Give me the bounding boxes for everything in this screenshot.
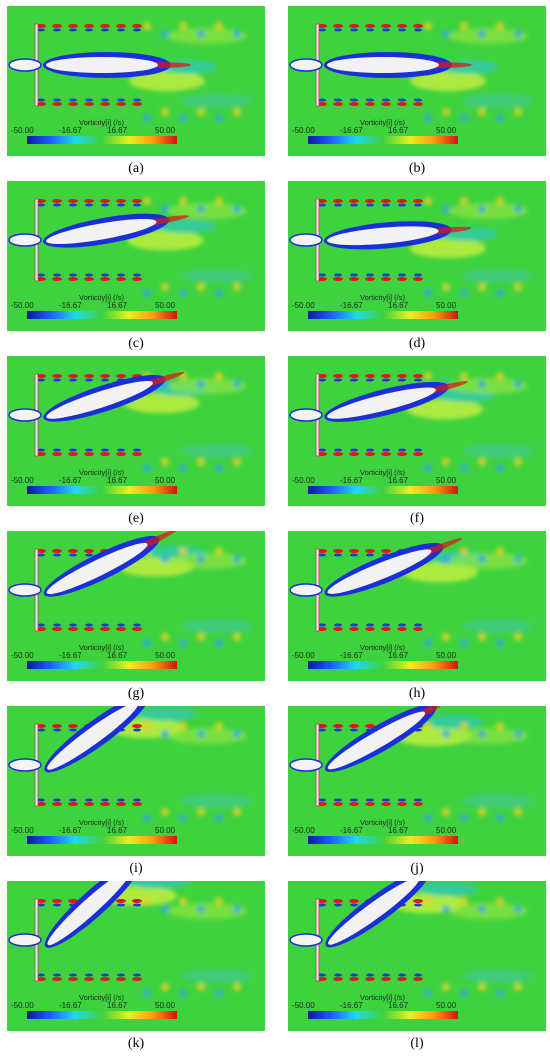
panel-caption-a: (a) [128, 161, 144, 176]
vorticity-panel-e: Vorticity[i] (/s) -50.00 -16.67 16.67 50.00 [7, 356, 265, 506]
vorticity-field-a [7, 6, 265, 156]
colorbar-tick-label: -16.67 [340, 651, 363, 660]
colorbar-title: Vorticity[i] (/s) [79, 118, 125, 127]
vorticity-field-d [288, 181, 546, 331]
colorbar-tick-label: 16.67 [388, 651, 409, 660]
vorticity-field-g [7, 531, 265, 681]
vorticity-panel-b: Vorticity[i] (/s) -50.00 -16.67 16.67 50.00 [288, 6, 546, 156]
colorbar-tick-label: 16.67 [107, 651, 128, 660]
vorticity-field-h [288, 531, 546, 681]
vorticity-panel-k: Vorticity[i] (/s) -50.00 -16.67 16.67 50.00 [7, 881, 265, 1031]
colorbar-tick-label: -16.67 [340, 301, 363, 310]
vorticity-panel-l: Vorticity[i] (/s) -50.00 -16.67 16.67 50.00 [288, 881, 546, 1031]
panel-caption-g: (g) [127, 686, 145, 701]
colorbar-tick-label: -16.67 [59, 476, 82, 485]
colorbar-tick-label: 50.00 [155, 1001, 176, 1010]
colorbar-title: Vorticity[i] (/s) [360, 293, 406, 302]
colorbar-tick-label: -16.67 [340, 1001, 363, 1010]
panel-caption-k: (k) [127, 1036, 145, 1051]
colorbar-tick-label: -16.67 [340, 126, 363, 135]
vorticity-field-b [288, 6, 546, 156]
colorbar-tick-label: 16.67 [107, 826, 128, 835]
colorbar-tick-label: 16.67 [107, 1001, 128, 1010]
vorticity-panel-f: Vorticity[i] (/s) -50.00 -16.67 16.67 50.00 [288, 356, 546, 506]
colorbar-tick-label: -50.00 [292, 826, 315, 835]
colorbar-title: Vorticity[i] (/s) [360, 118, 406, 127]
colorbar-tick-label: 50.00 [436, 651, 457, 660]
colorbar-tick-label: -50.00 [11, 826, 34, 835]
vorticity-panel-g: Vorticity[i] (/s) -50.00 -16.67 16.67 50.00 [7, 531, 265, 681]
panel-caption-i: (i) [129, 861, 143, 876]
colorbar-tick-label: -50.00 [11, 1001, 34, 1010]
colorbar-title: Vorticity[i] (/s) [79, 818, 125, 827]
colorbar-tick-label: 50.00 [155, 476, 176, 485]
colorbar-title: Vorticity[i] (/s) [360, 643, 406, 652]
colorbar-tick-label: -50.00 [11, 476, 34, 485]
colorbar-tick-label: 16.67 [388, 826, 409, 835]
colorbar-title: Vorticity[i] (/s) [79, 468, 125, 477]
colorbar-tick-label: 50.00 [436, 1001, 457, 1010]
colorbar-tick-label: 16.67 [388, 476, 409, 485]
colorbar-tick-label: -16.67 [59, 651, 82, 660]
panel-caption-h: (h) [408, 686, 426, 701]
panel-caption-c: (c) [128, 336, 144, 351]
colorbar-title: Vorticity[i] (/s) [360, 468, 406, 477]
colorbar-tick-label: 50.00 [155, 126, 176, 135]
colorbar-tick-label: 16.67 [388, 301, 409, 310]
colorbar-tick-label: 16.67 [107, 476, 128, 485]
vorticity-panel-c: Vorticity[i] (/s) -50.00 -16.67 16.67 50.00 [7, 181, 265, 331]
colorbar-title: Vorticity[i] (/s) [79, 993, 125, 1002]
panel-caption-f: (f) [410, 511, 424, 526]
panel-caption-b: (b) [408, 161, 426, 176]
colorbar-tick-label: -16.67 [340, 826, 363, 835]
panel-caption-e: (e) [128, 511, 144, 526]
vorticity-panel-i: Vorticity[i] (/s) -50.00 -16.67 16.67 50.00 [7, 706, 265, 856]
colorbar-tick-label: 50.00 [155, 651, 176, 660]
colorbar-tick-label: 50.00 [436, 126, 457, 135]
vorticity-panel-a: Vorticity[i] (/s) -50.00 -16.67 16.67 50.00 [7, 6, 265, 156]
colorbar-tick-label: -16.67 [340, 476, 363, 485]
colorbar-tick-label: -50.00 [11, 126, 34, 135]
colorbar-title: Vorticity[i] (/s) [360, 993, 406, 1002]
colorbar-tick-label: -50.00 [292, 126, 315, 135]
colorbar-title: Vorticity[i] (/s) [79, 293, 125, 302]
colorbar-tick-label: -16.67 [59, 126, 82, 135]
vorticity-field-i [7, 706, 265, 856]
vorticity-field-f [288, 356, 546, 506]
vorticity-panel-h: Vorticity[i] (/s) -50.00 -16.67 16.67 50.00 [288, 531, 546, 681]
colorbar-tick-label: 50.00 [155, 301, 176, 310]
colorbar-title: Vorticity[i] (/s) [79, 643, 125, 652]
panel-caption-l: (l) [410, 1036, 424, 1051]
vorticity-field-c [7, 181, 265, 331]
colorbar-tick-label: -50.00 [11, 301, 34, 310]
colorbar-title: Vorticity[i] (/s) [360, 818, 406, 827]
colorbar-tick-label: 16.67 [388, 126, 409, 135]
colorbar-tick-label: -50.00 [292, 476, 315, 485]
colorbar-tick-label: -16.67 [59, 301, 82, 310]
colorbar-tick-label: 16.67 [107, 301, 128, 310]
panel-caption-d: (d) [408, 336, 426, 351]
vorticity-field-l [288, 881, 546, 1031]
colorbar-tick-label: 50.00 [436, 826, 457, 835]
colorbar-tick-label: -50.00 [292, 301, 315, 310]
colorbar-tick-label: 50.00 [155, 826, 176, 835]
colorbar-tick-label: -50.00 [11, 651, 34, 660]
colorbar-tick-label: -50.00 [292, 1001, 315, 1010]
colorbar-tick-label: -50.00 [292, 651, 315, 660]
vorticity-panel-j: Vorticity[i] (/s) -50.00 -16.67 16.67 50.00 [288, 706, 546, 856]
vorticity-panel-d: Vorticity[i] (/s) -50.00 -16.67 16.67 50.00 [288, 181, 546, 331]
vorticity-field-k [7, 881, 265, 1031]
colorbar-tick-label: 50.00 [436, 301, 457, 310]
colorbar-tick-label: 16.67 [107, 126, 128, 135]
vorticity-field-e [7, 356, 265, 506]
colorbar-tick-label: 16.67 [388, 1001, 409, 1010]
colorbar-tick-label: 50.00 [436, 476, 457, 485]
colorbar-tick-label: -16.67 [59, 1001, 82, 1010]
vorticity-field-j [288, 706, 546, 856]
panel-caption-j: (j) [410, 861, 424, 876]
colorbar-tick-label: -16.67 [59, 826, 82, 835]
